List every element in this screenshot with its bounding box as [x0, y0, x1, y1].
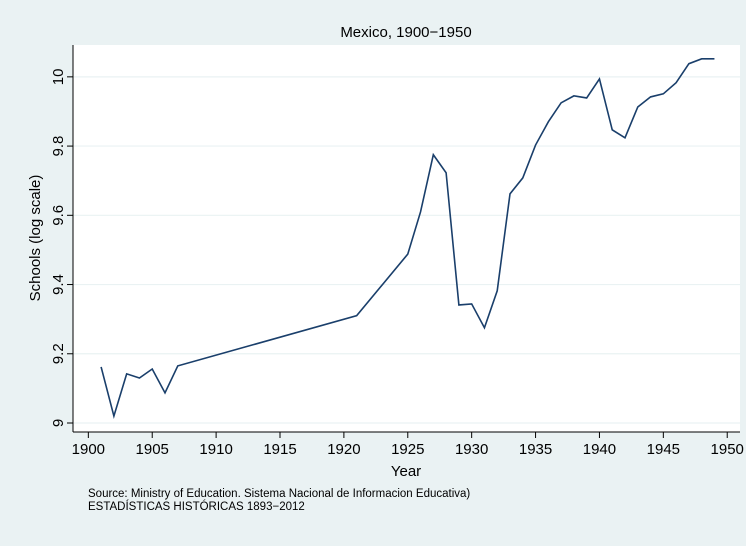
- plot-area: [73, 45, 740, 432]
- y-axis-label: Schools (log scale): [27, 175, 44, 302]
- y-tick-label: 9.2: [50, 343, 67, 364]
- source-note: ESTADÍSTICAS HISTÓRICAS 1893−2012: [88, 500, 305, 513]
- chart-title: Mexico, 1900−1950: [340, 24, 471, 41]
- x-tick-label: 1935: [519, 441, 552, 458]
- x-tick-label: 1940: [583, 441, 616, 458]
- x-tick-label: 1910: [199, 441, 232, 458]
- y-tick-label: 9.8: [50, 136, 67, 157]
- x-tick-label: 1950: [711, 441, 744, 458]
- data-line: [100, 58, 715, 420]
- x-tick-label: 1905: [136, 441, 169, 458]
- x-tick-label: 1930: [455, 441, 488, 458]
- x-tick-label: 1900: [72, 441, 105, 458]
- y-tick-label: 10: [50, 69, 67, 86]
- x-tick-label: 1945: [647, 441, 680, 458]
- x-axis-label: Year: [391, 463, 421, 480]
- y-tick-label: 9.4: [50, 274, 67, 295]
- x-tick-label: 1920: [327, 441, 360, 458]
- y-tick-label: 9.6: [50, 205, 67, 226]
- y-tick-label: 9: [50, 419, 67, 427]
- x-tick-label: 1915: [263, 441, 296, 458]
- source-note: Source: Ministry of Education. Sistema N…: [88, 488, 470, 500]
- x-tick-label: 1925: [391, 441, 424, 458]
